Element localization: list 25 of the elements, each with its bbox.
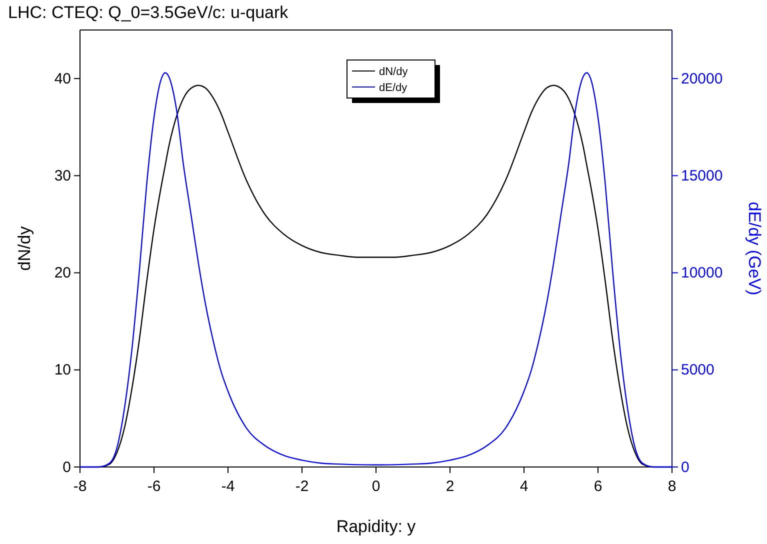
y-tick-label: 40 <box>54 70 71 88</box>
x-tick-label: 2 <box>446 478 454 495</box>
x-tick-label: -4 <box>221 478 235 495</box>
legend-label: dN/dy <box>379 66 408 78</box>
y-tick-label: 10 <box>54 362 71 379</box>
x-axis-title: Rapidity: y <box>336 517 416 536</box>
y2-tick-label: 10000 <box>681 264 723 282</box>
x-tick-label: 8 <box>668 478 676 495</box>
y2-tick-label: 20000 <box>681 70 723 88</box>
x-tick-label: 4 <box>520 478 528 495</box>
x-tick-label: 0 <box>372 478 380 495</box>
x-tick-label: 6 <box>594 478 602 495</box>
y2-axis-title: dE/dy (GeV) <box>745 202 764 296</box>
y-axis-title: dN/dy <box>15 226 34 271</box>
chart-title: LHC: CTEQ: Q_0=3.5GeV/c: u-quark <box>8 3 289 22</box>
y-tick-label: 30 <box>54 167 71 184</box>
y2-tick-label: 5000 <box>681 362 714 379</box>
x-tick-label: -2 <box>295 478 309 495</box>
legend-label: dE/dy <box>379 82 408 94</box>
x-tick-label: -6 <box>147 478 161 495</box>
y-tick-label: 0 <box>62 458 71 476</box>
y2-tick-label: 15000 <box>681 167 723 184</box>
y-tick-label: 20 <box>54 264 71 282</box>
x-tick-label: -8 <box>73 478 87 495</box>
y2-tick-label: 0 <box>681 458 690 476</box>
